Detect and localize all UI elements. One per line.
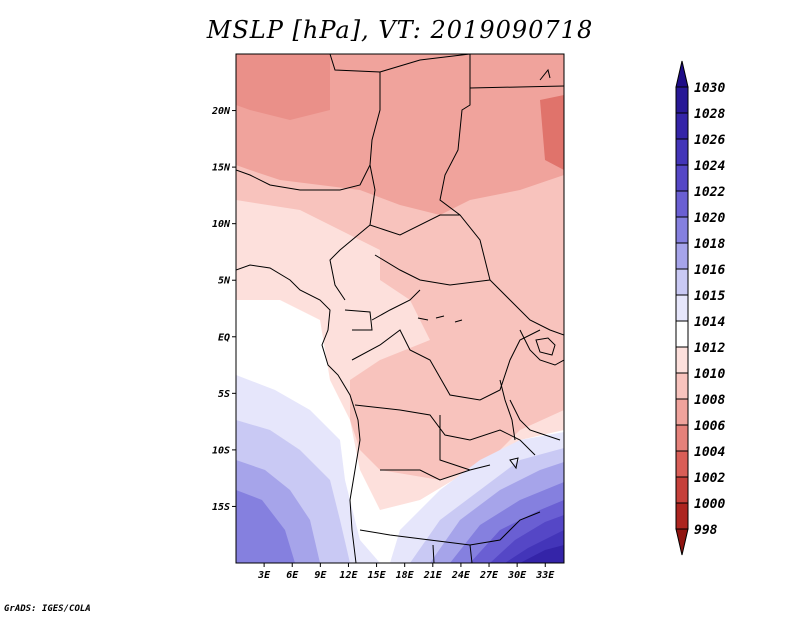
colorbar-top-arrow — [675, 60, 689, 88]
colorbar-label: 1006 — [694, 419, 725, 434]
colorbar-box — [675, 346, 689, 374]
pressure-field — [236, 54, 564, 563]
colorbar-box — [675, 216, 689, 244]
lat-tick-label: 10N — [212, 219, 231, 230]
lat-tick-label: 20N — [211, 106, 231, 117]
colorbar-label: 998 — [694, 523, 718, 538]
lon-tick-label: 24E — [451, 570, 471, 581]
colorbar-label: 1028 — [694, 107, 725, 122]
colorbar-label: 1030 — [694, 81, 725, 96]
colorbar-label: 1008 — [694, 393, 725, 408]
colorbar-box — [675, 294, 689, 322]
lon-tick-label: 18E — [396, 570, 415, 581]
map-frame — [235, 53, 565, 564]
colorbar-label: 1002 — [694, 471, 725, 486]
band-1028 — [520, 545, 564, 563]
colorbar-label: 1026 — [694, 133, 725, 148]
band-1006-ne — [540, 95, 564, 170]
colorbar: 1030 1028 1026 1024 1022 1020 1018 1016 1015 1014… — [675, 60, 725, 556]
lat-tick-label: 5N — [218, 276, 231, 287]
colorbar-label: 1012 — [694, 341, 725, 356]
lon-tick-label: 9E — [314, 570, 327, 581]
colorbar-label: 1010 — [694, 367, 725, 382]
colorbar-box — [675, 138, 689, 166]
colorbar-box — [675, 242, 689, 270]
colorbar-bottom-arrow — [675, 528, 689, 556]
lon-tick-label: 12E — [339, 570, 358, 581]
colorbar-box — [675, 450, 689, 478]
longitude-axis: 3E 6E 9E 12E 15E 18E 21E 24E 27E 30E 33E — [257, 563, 555, 581]
colorbar-box — [675, 112, 689, 140]
lon-tick-label: 6E — [286, 570, 299, 581]
latitude-axis: 20N 15N 10N 5N EQ 5S 10S 15S — [211, 106, 236, 513]
colorbar-box — [675, 502, 689, 530]
colorbar-box — [675, 372, 689, 400]
colorbar-box — [675, 190, 689, 218]
colorbar-box — [675, 476, 689, 504]
grads-footer: GrADS: IGES/COLA — [4, 604, 91, 614]
lon-tick-label: 30E — [507, 570, 527, 581]
colorbar-box — [675, 268, 689, 296]
lon-tick-label: 27E — [479, 570, 499, 581]
colorbar-box — [675, 424, 689, 452]
lat-tick-label: 5S — [218, 389, 230, 400]
country-borders — [236, 54, 564, 563]
band-1006-nw — [236, 54, 330, 120]
lat-tick-label: 15S — [212, 502, 230, 513]
lat-tick-label: 10S — [212, 445, 230, 456]
colorbar-label: 1022 — [694, 185, 725, 200]
colorbar-label: 1020 — [694, 211, 725, 226]
band-1020-west — [236, 490, 295, 563]
colorbar-label: 1000 — [694, 497, 725, 512]
colorbar-box — [675, 86, 689, 114]
colorbar-label: 1004 — [694, 445, 725, 460]
lon-tick-label: 15E — [368, 570, 387, 581]
lon-tick-label: 21E — [423, 570, 443, 581]
lon-tick-label: 3E — [257, 570, 271, 581]
lat-tick-label: 15N — [212, 163, 231, 174]
colorbar-box — [675, 398, 689, 426]
colorbar-label: 1015 — [694, 289, 725, 304]
colorbar-label: 1018 — [694, 237, 725, 252]
colorbar-label: 1016 — [694, 263, 725, 278]
colorbar-box — [675, 164, 689, 192]
lon-tick-label: 33E — [535, 570, 555, 581]
plot-title: MSLP [hPa], VT: 2019090718 — [206, 16, 594, 44]
colorbar-label: 1014 — [694, 315, 725, 330]
colorbar-box — [675, 320, 689, 348]
lat-tick-label: EQ — [218, 332, 230, 343]
colorbar-label: 1024 — [694, 159, 725, 174]
